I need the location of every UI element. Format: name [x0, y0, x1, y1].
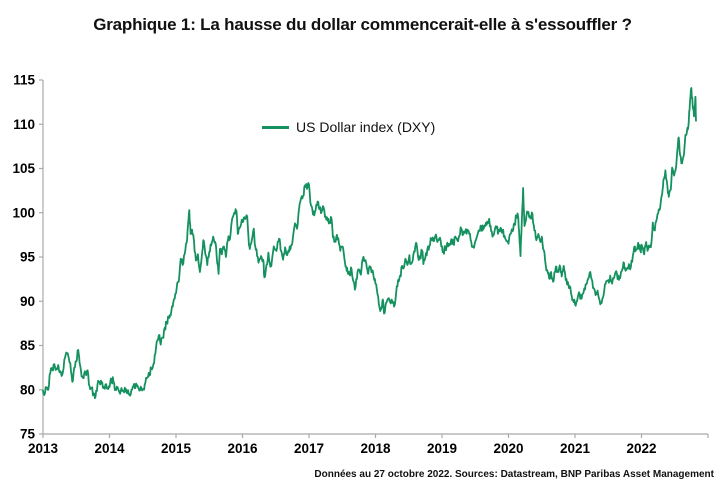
y-tick-label: 95: [20, 250, 36, 265]
y-tick-label: 80: [20, 382, 35, 397]
y-tick-label: 75: [20, 427, 36, 442]
y-tick-label: 90: [20, 294, 35, 309]
chart-title: Graphique 1: La hausse du dollar commenc…: [93, 15, 632, 34]
legend-line-swatch-icon: [262, 125, 289, 129]
x-tick-label: 2014: [94, 441, 125, 456]
dxy-line: [42, 87, 697, 399]
y-tick-label: 85: [20, 338, 36, 353]
x-tick-label: 2020: [493, 441, 523, 456]
y-tick-label: 105: [12, 161, 35, 176]
legend-label: US Dollar index (DXY): [296, 119, 436, 135]
y-tick-label: 100: [12, 205, 35, 220]
x-tick-label: 2013: [28, 441, 59, 456]
source-note: Données au 27 octobre 2022. Sources: Dat…: [314, 469, 714, 480]
x-tick-label: 2019: [427, 441, 457, 456]
x-tick-label: 2021: [560, 441, 591, 456]
x-tick-label: 2016: [227, 441, 258, 456]
y-tick-label: 115: [13, 73, 35, 88]
y-tick-label: 110: [13, 117, 35, 132]
x-tick-label: 2017: [294, 441, 324, 456]
x-tick-label: 2018: [360, 441, 391, 456]
x-tick-label: 2015: [161, 441, 192, 456]
chart-legend: US Dollar index (DXY): [262, 119, 435, 135]
x-tick-label: 2022: [626, 441, 656, 456]
